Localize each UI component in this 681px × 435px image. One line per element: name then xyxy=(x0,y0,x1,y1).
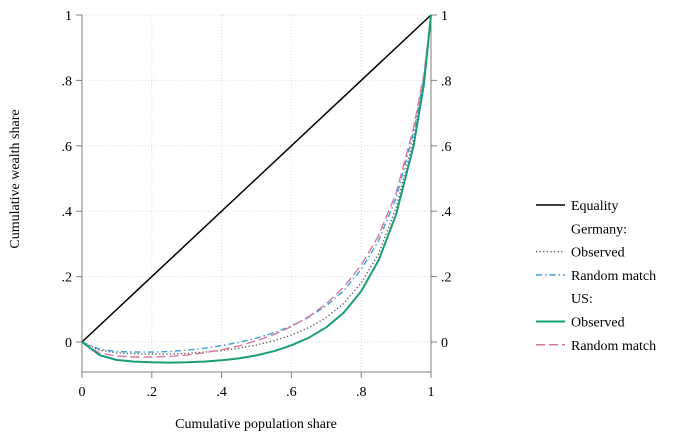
y-tick-label-right: .4 xyxy=(441,205,452,220)
y-tick-label-left: .4 xyxy=(62,205,73,220)
x-tick-label: .4 xyxy=(216,385,227,400)
axes: 0 .2 .4 .6 .8 1 0 0 .2 .2 .4 .4 .6 .6 .8 .8 1 1 xyxy=(62,9,452,400)
y-tick-label-left: .6 xyxy=(62,140,73,155)
legend-label: Equality xyxy=(571,199,618,214)
x-tick-label: 0 xyxy=(79,385,86,400)
x-tick-label: 1 xyxy=(428,385,435,400)
y-tick-label-right: 0 xyxy=(441,336,448,351)
series-line-equality xyxy=(81,14,432,343)
legend-group-label: US: xyxy=(571,292,593,307)
legend-label: Observed xyxy=(571,246,625,261)
x-tick-label: .2 xyxy=(147,385,158,400)
x-tick-label: .6 xyxy=(286,385,297,400)
y-tick-label-left: 1 xyxy=(65,9,72,24)
y-axis-title: Cumulative wealth share xyxy=(8,109,23,248)
grid xyxy=(81,14,432,372)
legend: Equality Germany: Observed Random match US: O… xyxy=(536,199,656,354)
legend-group-label: Germany: xyxy=(571,222,627,237)
y-tick-label-right: .8 xyxy=(441,74,452,89)
series-line-us-random xyxy=(81,14,432,358)
series-lines xyxy=(81,14,432,364)
series-line-germany-random xyxy=(81,14,432,353)
legend-label: Random match xyxy=(571,339,656,354)
y-tick-label-right: 1 xyxy=(441,9,448,24)
legend-label: Random match xyxy=(571,269,656,284)
y-tick-label-left: .2 xyxy=(62,271,73,286)
legend-label: Observed xyxy=(571,316,625,331)
x-tick-label: .8 xyxy=(356,385,367,400)
x-axis-title: Cumulative population share xyxy=(175,417,337,432)
series-line-germany-observed xyxy=(81,14,432,355)
series-line-us-observed xyxy=(81,14,432,364)
y-tick-label-right: .2 xyxy=(441,271,452,286)
y-tick-label-right: .6 xyxy=(441,140,452,155)
y-tick-label-left: .8 xyxy=(62,74,73,89)
y-tick-label-left: 0 xyxy=(65,336,72,351)
